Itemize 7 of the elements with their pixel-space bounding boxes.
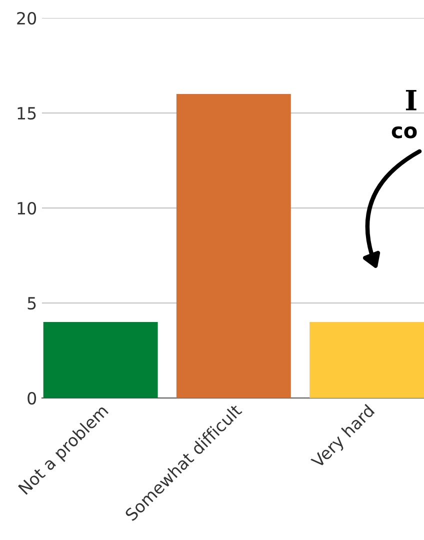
y-tick-label: 0: [28, 392, 36, 405]
y-tick-label: 15: [18, 107, 36, 120]
annotation: co: [392, 126, 417, 138]
annotation: I: [406, 90, 416, 110]
y-tick-label: 20: [17, 12, 36, 25]
y-tick-label: 10: [18, 202, 36, 215]
y-tick-label: 5: [28, 297, 36, 310]
